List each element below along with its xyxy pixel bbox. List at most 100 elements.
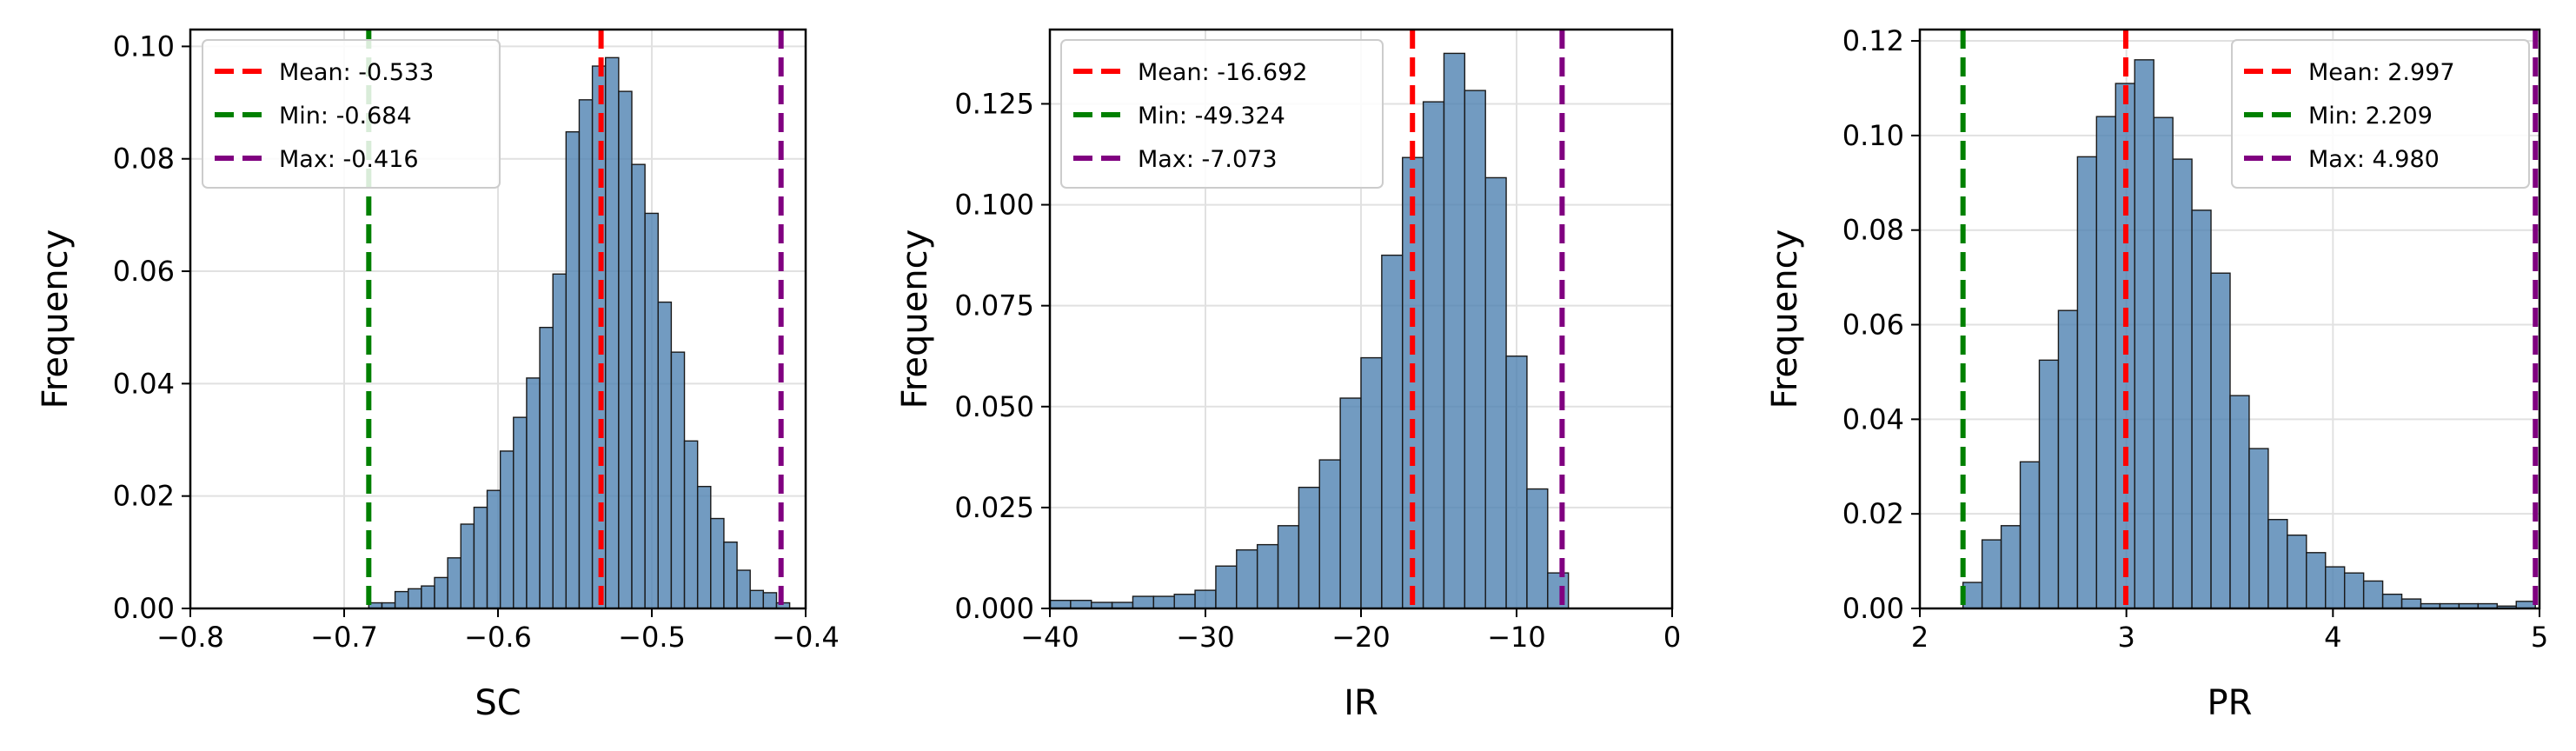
legend: Mean: -0.533 Min: -0.684 Max: -0.416 (202, 39, 501, 189)
histogram-bar (2306, 552, 2327, 608)
histogram-bar (683, 440, 699, 608)
x-tick-label: −0.5 (618, 621, 686, 654)
y-tick-label: 0.050 (954, 390, 1034, 423)
legend-label-mean: Mean: 2.997 (2308, 59, 2455, 86)
histogram-bar (1422, 101, 1445, 608)
histogram-bar (526, 377, 541, 608)
histogram-bar (605, 56, 620, 608)
legend: Mean: -16.692 Min: -49.324 Max: -7.073 (1060, 39, 1384, 189)
histogram-bar (513, 416, 528, 608)
histogram-bar (2248, 448, 2269, 608)
histogram-bar (1360, 356, 1383, 608)
chart-panel-ir: −40 −30 −20 −10 0 0.000 0.025 0.050 0.075 0.100 0.… (895, 28, 1681, 723)
reference-lines (1410, 30, 1565, 608)
y-tick-label: 0.10 (113, 30, 175, 63)
x-tick-label: 0 (1663, 621, 1681, 654)
histogram-bar (2287, 534, 2307, 608)
legend-box (202, 39, 501, 189)
legend-label-max: Max: -0.416 (279, 146, 419, 173)
x-tick-label: −30 (1176, 621, 1235, 654)
histogram-bar (1464, 90, 1486, 608)
y-tick-label: 0.12 (1842, 24, 1904, 57)
histogram-bar (2057, 309, 2079, 608)
legend-label-mean: Mean: -16.692 (1138, 59, 1307, 86)
legend-box (2231, 39, 2530, 189)
histogram-bar (631, 163, 646, 608)
histogram-bar (2076, 156, 2098, 608)
x-tick-label: −0.6 (464, 621, 532, 654)
histogram-bar (2000, 525, 2022, 608)
histogram-bar (2229, 395, 2250, 608)
x-axis-label: IR (1344, 683, 1378, 723)
histogram-bar (578, 99, 594, 608)
y-tick-label: 0.10 (1842, 119, 1904, 152)
histogram-bar (749, 589, 765, 608)
x-tick-label: −10 (1487, 621, 1546, 654)
histogram-bar (2381, 593, 2403, 608)
x-tick-label: −20 (1331, 621, 1391, 654)
y-axis-label: Frequency (895, 229, 935, 409)
x-tick-label: −0.7 (310, 621, 378, 654)
legend-label-max: Max: -7.073 (1138, 146, 1278, 173)
histogram-bar (1173, 594, 1196, 608)
histogram-bar (1256, 543, 1279, 608)
y-tick-label: 0.00 (113, 592, 175, 625)
histogram-bar (696, 485, 712, 608)
histogram-bar (1443, 52, 1466, 608)
histogram-bar (1152, 595, 1175, 608)
histogram-bar (670, 351, 686, 608)
histogram-bar (657, 301, 673, 608)
histogram-bar (565, 130, 581, 608)
histogram-bar (1339, 397, 1362, 608)
y-tick-label: 0.08 (1842, 214, 1904, 247)
y-tick-label: 0.125 (954, 87, 1034, 120)
legend-label-min: Min: -49.324 (1138, 103, 1285, 130)
histogram-bar (473, 506, 488, 608)
histogram-bar (1381, 254, 1404, 608)
x-axis-label: PR (2208, 683, 2253, 723)
histogram-bar (1298, 486, 1320, 608)
histogram-bar (1050, 600, 1072, 608)
legend-label-min: Min: -0.684 (279, 103, 412, 130)
y-tick-label: 0.100 (954, 189, 1034, 222)
histogram-bar (1962, 582, 1983, 608)
histogram-bar (2153, 116, 2174, 608)
legend-label-max: Max: 4.980 (2308, 146, 2440, 173)
histogram-bar (447, 557, 461, 608)
histogram-bar (618, 90, 633, 608)
histogram-bar (539, 326, 554, 608)
y-tick-label: 0.02 (113, 480, 175, 513)
histogram-bar (1318, 459, 1341, 608)
histogram-bar (1526, 488, 1549, 608)
histogram-bar (2325, 566, 2346, 608)
y-axis-label: Frequency (1765, 229, 1805, 409)
histogram-bar (1070, 600, 1092, 608)
histogram-bar (394, 590, 409, 608)
bars-group (1962, 59, 2536, 608)
histogram-bar (2095, 116, 2116, 608)
histogram-bar (762, 592, 778, 608)
bars-group (1050, 52, 1570, 608)
histogram-bar (434, 576, 448, 608)
histogram-bar (1484, 176, 1507, 608)
legend-label-min: Min: 2.209 (2308, 103, 2433, 130)
histogram-bar (1505, 356, 1528, 608)
histogram-bar (552, 273, 568, 608)
histogram-bar (1132, 595, 1155, 608)
reference-lines (1960, 30, 2539, 608)
x-tick-label: −40 (1020, 621, 1079, 654)
histogram-bar (1215, 565, 1238, 608)
y-tick-label: 0.025 (954, 491, 1034, 524)
y-tick-label: 0.08 (113, 143, 175, 176)
x-tick-label: −0.8 (156, 621, 224, 654)
histogram-bar (460, 523, 475, 608)
y-tick-label: 0.00 (1842, 592, 1904, 625)
histogram-bar (2343, 572, 2365, 608)
x-tick-label: 4 (2324, 621, 2341, 654)
histogram-bar (1981, 539, 2002, 608)
legend: Mean: 2.997 Min: 2.209 Max: 4.980 (2231, 39, 2530, 189)
histogram-bar (723, 542, 738, 608)
histogram-bar (1194, 589, 1217, 608)
y-tick-label: 0.04 (113, 367, 175, 400)
